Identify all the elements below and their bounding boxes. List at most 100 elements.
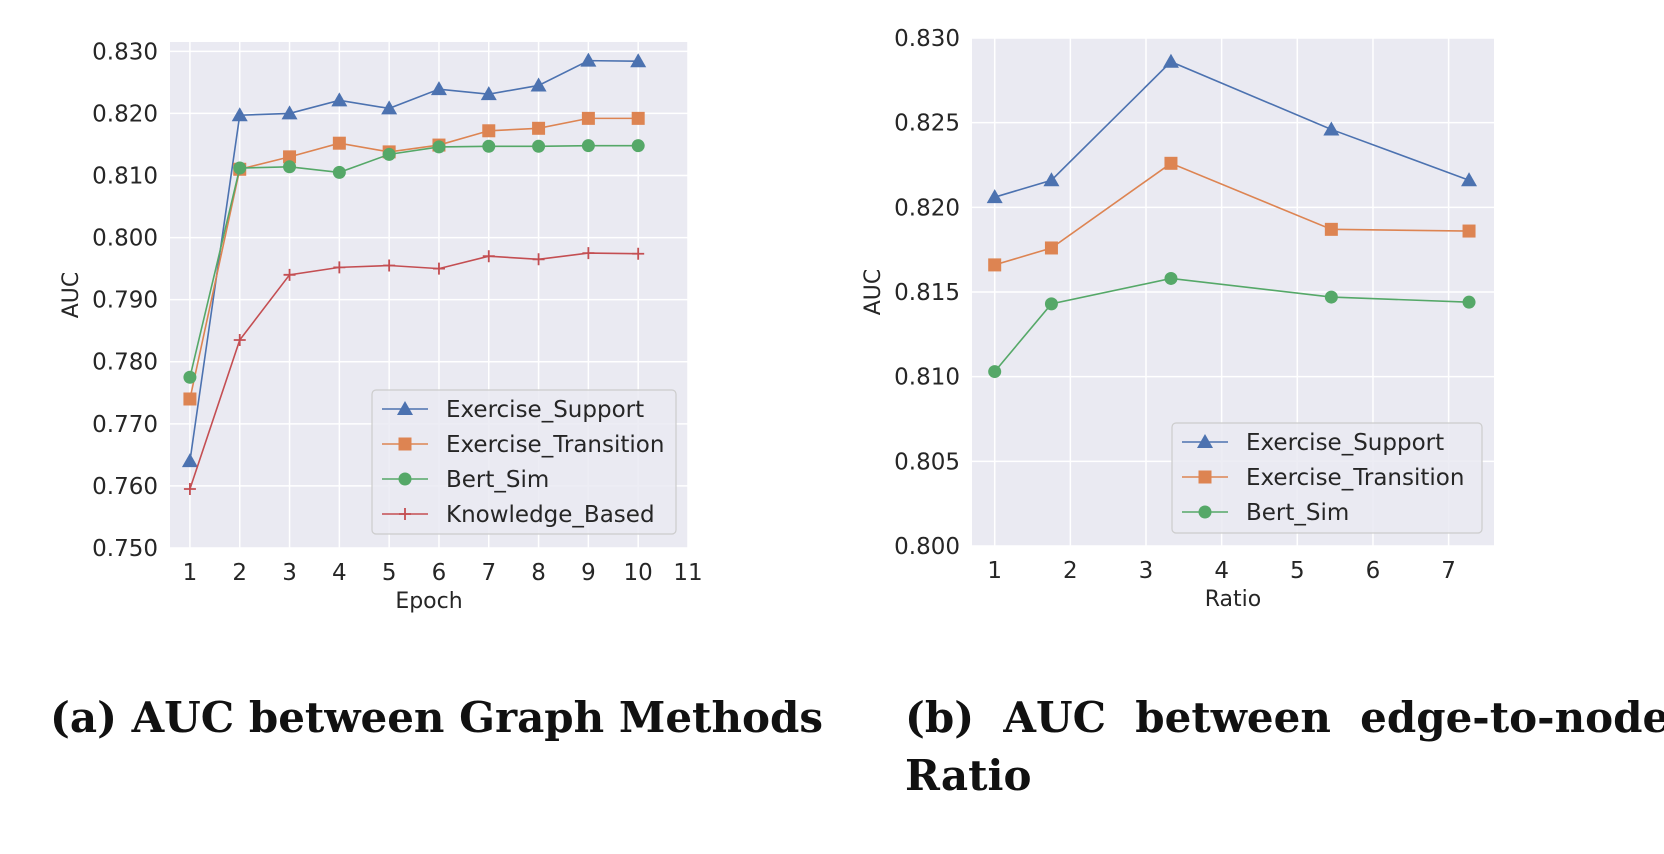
y-tick-label: 0.830: [92, 39, 158, 65]
series-bert-sim: [183, 139, 645, 384]
data-point: [381, 100, 398, 115]
caption-a: (a) AUC between Graph Methods: [50, 693, 823, 742]
data-point: [430, 81, 447, 96]
data-point: [1324, 222, 1338, 236]
x-tick-label: 8: [531, 560, 546, 586]
data-point: [1044, 241, 1058, 255]
data-point: [631, 139, 645, 153]
x-tick-label: 4: [332, 560, 347, 586]
data-point: [1164, 156, 1178, 170]
legend-marker: [1197, 434, 1213, 448]
data-point: [382, 147, 396, 161]
data-point: [181, 453, 198, 468]
data-point: [1323, 121, 1340, 136]
data-point: [988, 258, 1002, 272]
legend: Exercise_Support Exercise_Transition Bert_…: [1171, 422, 1483, 534]
legend-marker: [399, 508, 411, 520]
y-tick-label: 0.810: [894, 365, 960, 391]
data-point: [283, 160, 297, 174]
legend-marker: [1198, 505, 1212, 519]
legend-marker: [1198, 470, 1212, 484]
legend-marker: [398, 437, 412, 451]
data-point: [183, 483, 196, 496]
x-axis-label: Epoch: [395, 589, 462, 614]
caption-b-line2: Ratio: [905, 751, 1031, 800]
legend-marker: [397, 401, 413, 415]
y-axis-label: AUC: [861, 269, 886, 316]
data-point: [581, 139, 595, 153]
data-point: [1461, 172, 1478, 187]
data-point: [1324, 290, 1338, 304]
y-tick-label: 0.810: [92, 163, 158, 189]
data-point: [183, 370, 197, 384]
data-point: [283, 268, 296, 281]
data-point: [281, 105, 298, 120]
x-axis-label: Ratio: [1205, 587, 1261, 612]
y-tick-label: 0.830: [894, 26, 960, 52]
legend-box: [1171, 422, 1483, 534]
data-point: [630, 53, 647, 68]
x-tick-label: 4: [1214, 558, 1229, 584]
data-point: [231, 107, 248, 122]
x-tick-label: 1: [183, 560, 198, 586]
y-tick-label: 0.815: [894, 280, 960, 306]
data-point: [1462, 224, 1476, 238]
data-point: [233, 334, 246, 347]
x-tick-label: 7: [1441, 558, 1456, 584]
x-tick-label: 11: [673, 560, 702, 586]
data-point: [383, 259, 396, 272]
y-tick-label: 0.800: [92, 226, 158, 252]
series-line: [189, 252, 639, 490]
legend-marker: [398, 472, 412, 486]
x-tick-label: 7: [481, 560, 496, 586]
data-point: [332, 136, 346, 150]
data-point: [532, 121, 546, 135]
data-point: [1044, 297, 1058, 311]
series-line: [189, 144, 639, 378]
x-tick-label: 6: [432, 560, 447, 586]
legend-box: [371, 389, 677, 535]
data-point: [580, 52, 597, 67]
data-point: [581, 111, 595, 125]
series-line: [189, 117, 639, 400]
series-exercise-support: [181, 52, 647, 468]
x-tick-label: 2: [1063, 558, 1078, 584]
legend-label: Knowledge_Based: [446, 502, 655, 528]
x-tick-label: 3: [1139, 558, 1154, 584]
y-tick-label: 0.800: [894, 534, 960, 560]
legend-label: Bert_Sim: [1246, 500, 1349, 526]
data-point: [482, 250, 495, 263]
x-tick-label: 10: [624, 560, 653, 586]
data-point: [988, 365, 1002, 379]
legend-label: Exercise_Transition: [446, 432, 664, 458]
y-tick-label: 0.820: [894, 195, 960, 221]
data-point: [283, 150, 297, 164]
x-tick-label: 5: [1290, 558, 1305, 584]
data-point: [333, 261, 346, 274]
y-tick-label: 0.760: [92, 474, 158, 500]
legend-label: Bert_Sim: [446, 467, 549, 493]
data-point: [1043, 172, 1060, 187]
data-point: [631, 111, 645, 125]
data-point: [632, 247, 645, 260]
x-tick-label: 1: [987, 558, 1002, 584]
data-point: [532, 253, 545, 266]
y-tick-label: 0.750: [92, 536, 158, 562]
data-point: [480, 86, 497, 101]
legend-label: Exercise_Transition: [1246, 465, 1464, 491]
legend-label: Exercise_Support: [446, 397, 644, 423]
y-tick-label: 0.825: [894, 111, 960, 137]
y-tick-label: 0.770: [92, 412, 158, 438]
legend-label: Exercise_Support: [1246, 430, 1444, 456]
series-line: [189, 59, 639, 462]
x-tick-label: 3: [282, 560, 297, 586]
data-point: [1162, 53, 1179, 68]
data-point: [986, 189, 1003, 204]
x-tick-label: 6: [1366, 558, 1381, 584]
chart-a: 1 2 3 4 5 6 7 8 9 10 11 0.750 0.760 0.770 0.780 0.790 0.…: [59, 39, 703, 614]
y-tick-label: 0.820: [92, 101, 158, 127]
series-knowledge-based: [183, 247, 645, 496]
y-axis-label: AUC: [59, 272, 84, 319]
data-point: [582, 247, 595, 260]
